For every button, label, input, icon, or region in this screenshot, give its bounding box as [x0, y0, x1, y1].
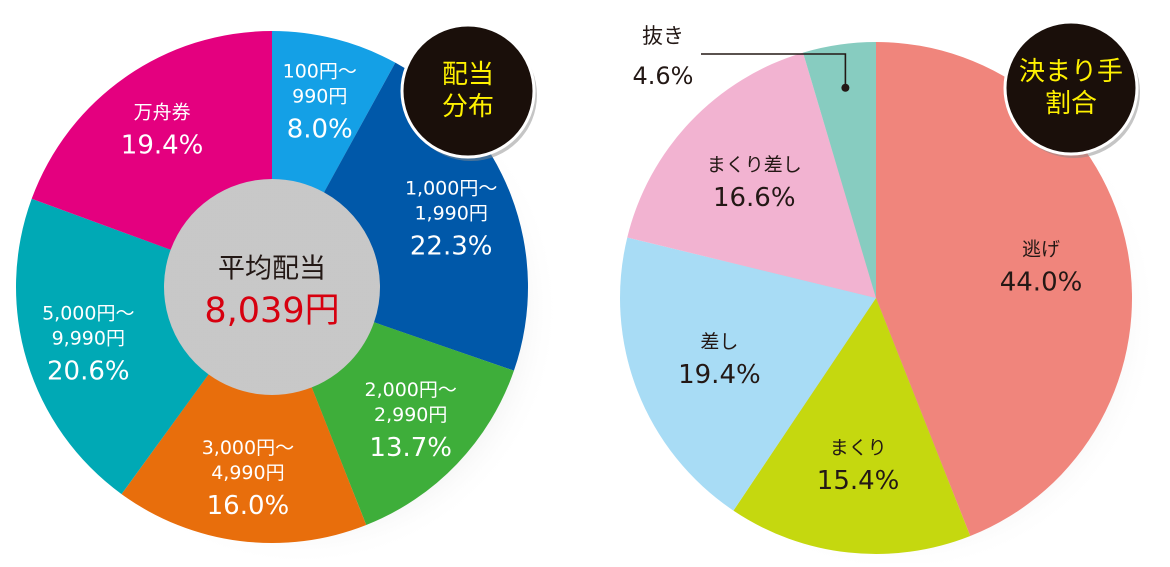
- slice-label: 1,000円〜 1,990円 22.3%: [405, 178, 497, 262]
- slice-category-label: まくり差し: [707, 154, 802, 176]
- slice-category-label: 抜き: [642, 24, 684, 48]
- badge-circle: [402, 25, 534, 157]
- slice-percent-label: 4.6%: [633, 62, 694, 90]
- slice-category-label: 5,000円〜: [42, 302, 134, 324]
- slice-category-label: 9,990円: [52, 327, 125, 349]
- slice-percent-label: 16.6%: [713, 183, 796, 213]
- slice-percent-label: 44.0%: [1000, 268, 1083, 298]
- badge-text: 分布: [442, 92, 494, 122]
- slice-category-label: 100円〜: [283, 61, 357, 83]
- slice-category-label: まくり: [830, 437, 887, 459]
- slice-category-label: 万舟券: [134, 102, 191, 124]
- slice-percent-label: 22.3%: [410, 232, 493, 262]
- slice-category-label: 2,990円: [374, 404, 447, 426]
- center-value: 8,039円: [204, 291, 339, 331]
- badge-circle: [1005, 22, 1137, 154]
- donut-center: 平均配当 8,039円: [204, 254, 339, 332]
- slice-label: まくり差し 16.6%: [707, 154, 802, 213]
- slice-label: 3,000円〜 4,990円 16.0%: [202, 437, 294, 521]
- slice-category-label: 差し: [700, 331, 738, 353]
- badge-text: 配当: [442, 60, 494, 90]
- badge-text: 決まり手: [1019, 57, 1123, 87]
- slice-percent-label: 13.7%: [369, 433, 452, 463]
- slice-category-label: 2,000円〜: [365, 379, 457, 401]
- slice-percent-label: 8.0%: [287, 115, 353, 145]
- slice-percent-label: 16.0%: [207, 491, 290, 521]
- slice-percent-label: 19.4%: [121, 131, 204, 161]
- slice-category-label: 4,990円: [211, 462, 284, 484]
- slice-category-label: 990円: [292, 86, 347, 108]
- slice-percent-label: 19.4%: [678, 360, 761, 390]
- slice-category-label: 1,990円: [414, 203, 487, 225]
- slice-label: 2,000円〜 2,990円 13.7%: [365, 379, 457, 463]
- slice-category-label: 逃げ: [1022, 239, 1060, 261]
- slice-category-label: 3,000円〜: [202, 437, 294, 459]
- badge-text: 割合: [1045, 89, 1097, 119]
- slice-percent-label: 15.4%: [817, 466, 900, 496]
- slice-label: 5,000円〜 9,990円 20.6%: [42, 302, 134, 386]
- slice-percent-label: 20.6%: [47, 356, 130, 386]
- center-label: 平均配当: [218, 254, 326, 285]
- slice-category-label: 1,000円〜: [405, 178, 497, 200]
- slice-label: 100円〜 990円 8.0%: [283, 61, 357, 145]
